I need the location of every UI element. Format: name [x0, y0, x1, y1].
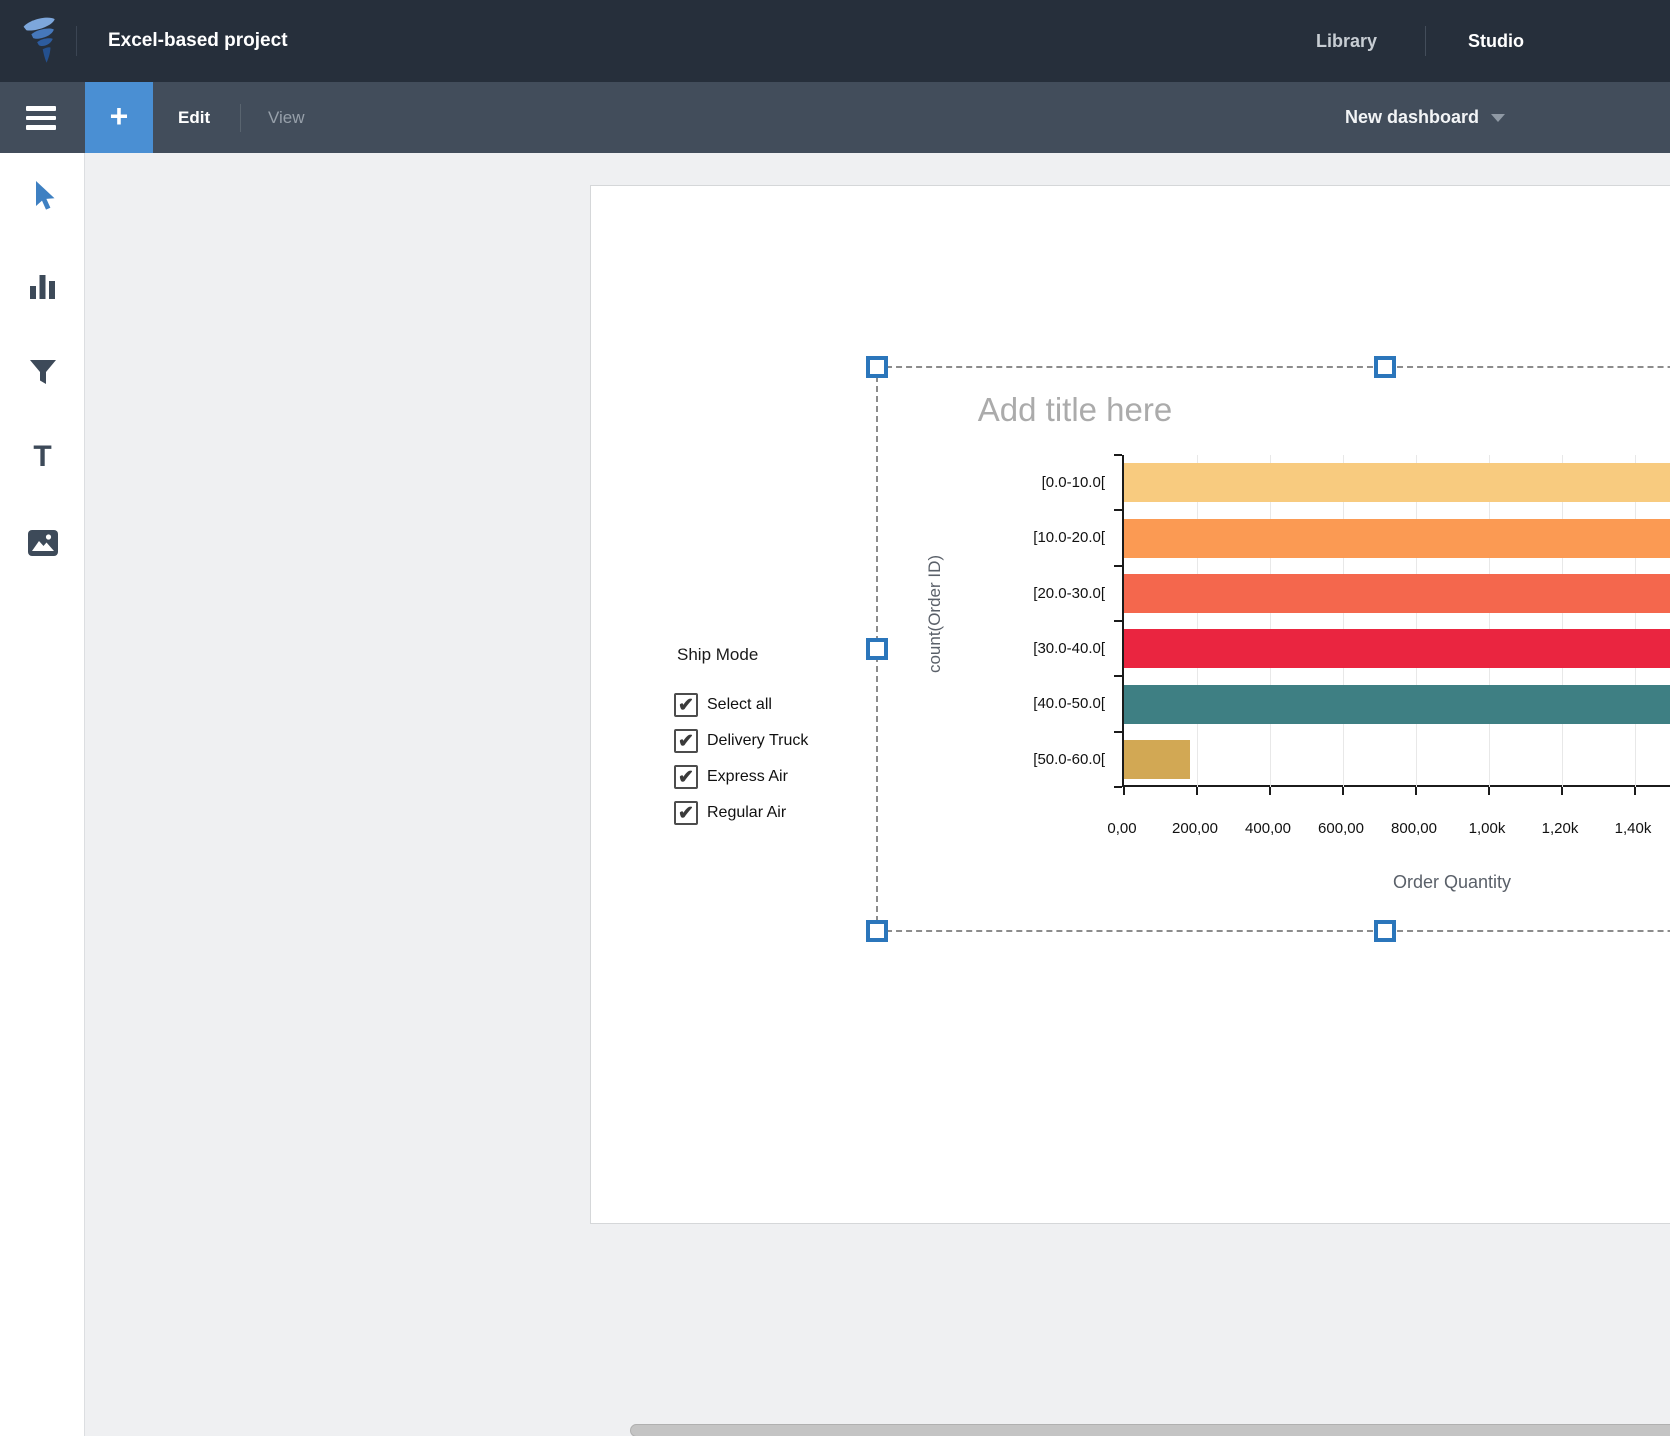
filter-option-express-air[interactable]: ✔ Express Air — [674, 759, 874, 795]
bar-chart-icon — [29, 274, 57, 300]
y-category-label: [40.0-50.0[ — [955, 676, 1105, 731]
pointer-tool-button[interactable] — [0, 175, 85, 219]
tab-view[interactable]: View — [268, 82, 305, 153]
y-axis-tick — [1114, 620, 1122, 622]
resize-handle-middle-left[interactable] — [866, 638, 888, 660]
x-axis-tick — [1488, 787, 1490, 795]
gridline — [1635, 455, 1636, 787]
filter-option-label: Delivery Truck — [707, 732, 808, 750]
gridline — [1270, 455, 1271, 787]
filter-option-label: Express Air — [707, 768, 788, 786]
bar-[50.0-60.0[[interactable] — [1124, 740, 1190, 779]
top-nav: Library Studio — [1316, 0, 1524, 82]
text-tool-button[interactable]: T — [0, 435, 85, 479]
chart-plot — [1122, 455, 1670, 787]
x-tick-label: 0,00 — [1107, 820, 1136, 837]
divider — [240, 104, 241, 132]
project-title: Excel-based project — [108, 0, 288, 82]
y-category-label: [10.0-20.0[ — [955, 510, 1105, 565]
x-axis-tick — [1634, 787, 1636, 795]
gridline — [1197, 455, 1198, 787]
checkbox-checked[interactable]: ✔ — [674, 801, 698, 825]
filter-funnel-icon — [29, 359, 57, 385]
resize-handle-bottom-middle[interactable] — [1374, 920, 1396, 942]
checkbox-checked[interactable]: ✔ — [674, 729, 698, 753]
nav-library[interactable]: Library — [1316, 31, 1377, 52]
filter-title: Ship Mode — [677, 645, 758, 665]
nav-studio[interactable]: Studio — [1468, 31, 1524, 52]
y-axis-tick — [1114, 454, 1122, 456]
filter-option-select-all[interactable]: ✔ Select all — [674, 687, 874, 723]
x-tick-labels: 0,00200,00400,00600,00800,001,00k1,20k1,… — [1122, 820, 1670, 840]
filter-option-label: Select all — [707, 696, 772, 714]
x-axis-tick — [1415, 787, 1417, 795]
divider — [76, 26, 77, 56]
resize-handle-top-middle[interactable] — [1374, 356, 1396, 378]
dashboard-name: New dashboard — [1345, 107, 1479, 128]
checkbox-checked[interactable]: ✔ — [674, 765, 698, 789]
toolbar: + Edit View New dashboard — [0, 82, 1670, 153]
y-category-label: [0.0-10.0[ — [955, 455, 1105, 510]
y-axis-tick — [1114, 565, 1122, 567]
y-axis-tick — [1114, 509, 1122, 511]
chart-tool-button[interactable] — [0, 265, 85, 309]
dashboard-name-dropdown[interactable]: New dashboard — [1345, 82, 1505, 153]
image-tool-button[interactable] — [0, 521, 85, 565]
x-tick-label: 1,40k — [1615, 820, 1652, 837]
chevron-down-icon — [1491, 114, 1505, 122]
x-axis-title: Order Quantity — [1312, 872, 1592, 893]
y-category-label: [30.0-40.0[ — [955, 621, 1105, 676]
gridline — [1343, 455, 1344, 787]
bar-[0.0-10.0[[interactable] — [1124, 463, 1670, 502]
horizontal-scrollbar-thumb[interactable] — [630, 1424, 1670, 1436]
pointer-icon — [29, 180, 57, 214]
app: Excel-based project Library Studio + Edi… — [0, 0, 1670, 1436]
x-axis-tick — [1269, 787, 1271, 795]
y-axis-tick — [1114, 731, 1122, 733]
tool-sidebar: T — [0, 153, 85, 1436]
checkbox-checked[interactable]: ✔ — [674, 693, 698, 717]
gridline — [1489, 455, 1490, 787]
app-logo-icon[interactable] — [22, 16, 64, 66]
y-axis-tick — [1114, 675, 1122, 677]
divider — [1425, 26, 1426, 56]
x-tick-label: 800,00 — [1391, 820, 1437, 837]
filter-option-label: Regular Air — [707, 804, 786, 822]
bar-[10.0-20.0[[interactable] — [1124, 519, 1670, 558]
y-category-label: [20.0-30.0[ — [955, 566, 1105, 621]
filter-tool-button[interactable] — [0, 350, 85, 394]
x-tick-label: 1,20k — [1542, 820, 1579, 837]
x-axis-tick — [1123, 787, 1125, 795]
x-axis-tick — [1561, 787, 1563, 795]
bar-[20.0-30.0[[interactable] — [1124, 574, 1670, 613]
bar-[40.0-50.0[[interactable] — [1124, 685, 1670, 724]
filter-option-regular-air[interactable]: ✔ Regular Air — [674, 795, 874, 831]
resize-handle-bottom-left[interactable] — [866, 920, 888, 942]
top-bar: Excel-based project Library Studio — [0, 0, 1670, 82]
y-axis-title: count(Order ID) — [925, 504, 947, 724]
image-icon — [27, 529, 59, 557]
bar-[30.0-40.0[[interactable] — [1124, 629, 1670, 668]
add-widget-button[interactable]: + — [85, 82, 153, 153]
menu-icon[interactable] — [26, 106, 56, 130]
resize-handle-top-left[interactable] — [866, 356, 888, 378]
filter-option-delivery-truck[interactable]: ✔ Delivery Truck — [674, 723, 874, 759]
y-category-label: [50.0-60.0[ — [955, 732, 1105, 787]
text-tool-icon: T — [33, 440, 51, 474]
x-tick-label: 400,00 — [1245, 820, 1291, 837]
x-tick-label: 1,00k — [1469, 820, 1506, 837]
gridline — [1416, 455, 1417, 787]
gridline — [1562, 455, 1563, 787]
x-axis-tick — [1196, 787, 1198, 795]
x-axis-tick — [1342, 787, 1344, 795]
x-tick-label: 200,00 — [1172, 820, 1218, 837]
chart-title-placeholder[interactable]: Add title here — [875, 391, 1275, 429]
y-axis-tick — [1114, 786, 1122, 788]
x-tick-label: 600,00 — [1318, 820, 1364, 837]
tab-edit[interactable]: Edit — [178, 82, 210, 153]
